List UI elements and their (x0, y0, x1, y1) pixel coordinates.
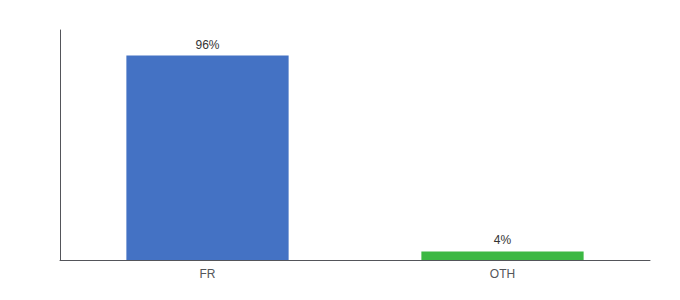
svg-text:OTH: OTH (490, 267, 515, 281)
svg-text:FR: FR (200, 267, 216, 281)
svg-text:96%: 96% (195, 38, 219, 52)
svg-text:4%: 4% (494, 233, 512, 247)
